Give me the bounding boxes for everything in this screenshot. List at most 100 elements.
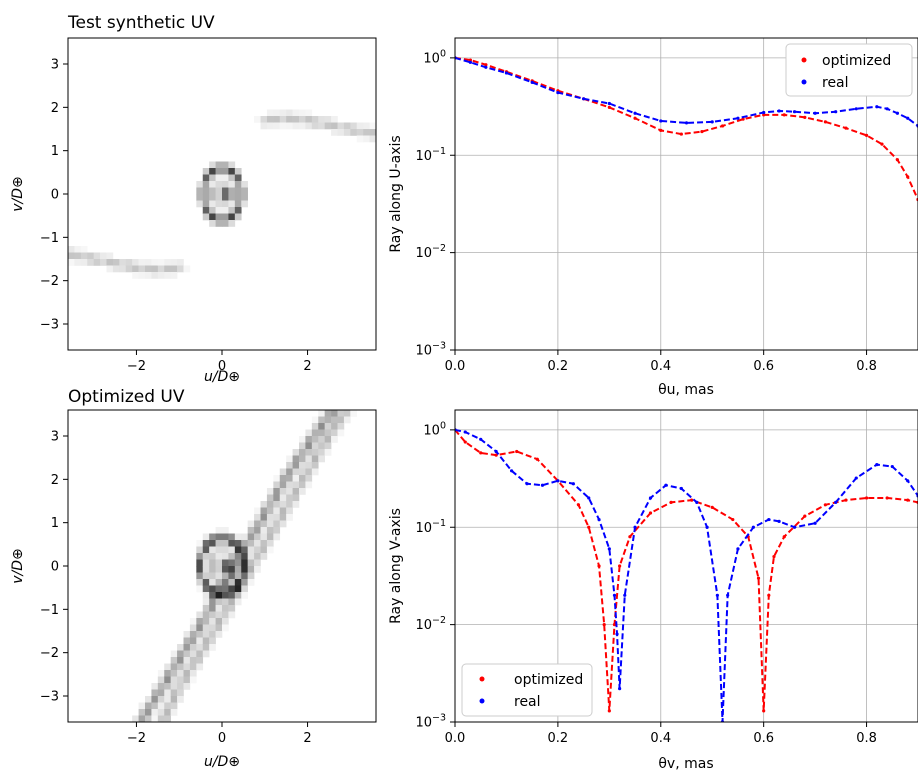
data-point-real xyxy=(890,464,894,469)
heatmap-cell xyxy=(222,174,229,182)
heatmap-cell xyxy=(74,259,82,266)
heatmap-cell xyxy=(138,715,146,722)
heatmap-cell xyxy=(202,631,210,638)
heatmap-panel-optimized: Optimized UV −2 0 2 −3 −2 −1 0 1 2 3 u/D⊕ v/D⊕ xyxy=(10,387,377,770)
heatmap-cell xyxy=(145,702,152,710)
heatmap-cell xyxy=(279,520,287,528)
heatmap-cell xyxy=(196,585,204,593)
x-tick-label: 0.2 xyxy=(548,359,569,374)
heatmap-cell xyxy=(299,481,306,489)
heatmap-cell xyxy=(170,663,178,671)
data-point-real xyxy=(615,632,619,636)
heatmap-cell xyxy=(324,122,332,130)
heatmap-cell xyxy=(234,546,242,554)
heatmap-cell xyxy=(209,174,216,182)
heatmap-cell xyxy=(363,135,370,143)
heatmap-cell xyxy=(196,553,204,560)
heatmap-cell xyxy=(234,585,242,593)
data-point-real xyxy=(607,101,611,106)
heatmap-cell xyxy=(324,449,332,456)
heatmap-cell xyxy=(215,540,223,547)
y-tick-label: 2 xyxy=(51,101,59,116)
heatmap-cell xyxy=(318,436,325,443)
heatmap-cell xyxy=(196,200,204,208)
heatmap-cell xyxy=(234,168,242,175)
data-point-optimized xyxy=(597,564,601,568)
heatmap-cell xyxy=(299,462,306,469)
data-point-optimized xyxy=(484,63,488,67)
heatmap-cell xyxy=(202,187,210,195)
x-tick-label: 0.4 xyxy=(650,731,671,746)
heatmap-cell xyxy=(209,533,216,541)
heatmap-cell xyxy=(170,676,178,684)
heatmap-cell xyxy=(196,637,204,645)
heatmap-cell xyxy=(151,259,159,266)
heatmap-cell xyxy=(196,546,204,554)
data-point-real xyxy=(695,500,699,504)
heatmap-cell xyxy=(241,194,248,201)
heatmap-cell xyxy=(183,676,191,684)
line-panel-u: 0.0 0.2 0.4 0.6 0.8 10−3 10−2 10−1 100 θu, mas R… xyxy=(388,37,918,398)
heatmap-cell xyxy=(170,265,178,273)
heatmap-cell xyxy=(363,122,370,130)
data-point-optimized xyxy=(880,142,884,146)
heatmap-cell xyxy=(183,663,191,671)
heatmap-cell xyxy=(215,631,223,638)
data-point-real xyxy=(834,110,838,114)
data-point-optimized xyxy=(659,128,663,132)
heatmap-cell xyxy=(266,494,274,502)
heatmap-cell xyxy=(305,109,313,117)
heatmap-cell xyxy=(337,129,345,136)
heatmap-cell xyxy=(215,181,223,188)
data-point-real xyxy=(664,483,668,487)
heatmap-cell xyxy=(286,507,293,515)
heatmap-cell xyxy=(138,702,146,710)
heatmap-cell xyxy=(228,611,236,619)
heatmap-cell xyxy=(177,676,184,684)
y-tick-label: 100 xyxy=(423,48,446,66)
heatmap-cell xyxy=(266,520,274,528)
heatmap-cell xyxy=(241,533,248,541)
heatmap-cell xyxy=(311,429,319,437)
heatmap-cell xyxy=(215,579,223,586)
heatmap-cell xyxy=(222,572,229,580)
heatmap-cell xyxy=(350,129,358,136)
heatmap-ticks-optimized: −2 0 2 −3 −2 −1 0 1 2 3 xyxy=(40,430,312,747)
heatmap-cell xyxy=(119,265,127,273)
heatmap-cell xyxy=(228,585,236,593)
heatmap-cell xyxy=(286,488,293,495)
heatmap-cell xyxy=(202,174,210,182)
heatmap-cell xyxy=(241,585,248,593)
data-point-real xyxy=(582,97,586,101)
data-point-optimized xyxy=(679,132,683,136)
heatmap-cell xyxy=(164,272,171,279)
heatmap-cell xyxy=(254,566,261,573)
line-ylabel-v: Ray along V-axis xyxy=(388,508,404,624)
heatmap-cell xyxy=(151,265,159,273)
line-frame-u xyxy=(454,37,918,351)
heatmap-cell xyxy=(337,429,345,437)
legend-label-u-1: real xyxy=(822,75,849,91)
heatmap-cell xyxy=(202,213,210,221)
heatmap-cell xyxy=(222,540,229,547)
heatmap-cell xyxy=(177,663,184,671)
data-point-real xyxy=(623,593,627,597)
heatmap-cell xyxy=(157,689,165,697)
heatmap-cell xyxy=(125,265,133,273)
y-tick-label: 0 xyxy=(51,188,59,203)
heatmap-cell xyxy=(215,207,223,214)
heatmap-cell xyxy=(87,252,94,260)
heatmap-cell xyxy=(80,246,88,253)
heatmap-cell xyxy=(311,442,319,450)
heatmap-cell xyxy=(112,265,120,273)
x-tick-label: 0.4 xyxy=(650,359,671,374)
data-point-real xyxy=(813,521,817,525)
heatmap-cell xyxy=(260,507,268,515)
data-point-optimized xyxy=(720,124,725,128)
heatmap-cell xyxy=(305,468,313,476)
heatmap-cell xyxy=(292,462,300,469)
heatmap-cell xyxy=(132,265,139,273)
y-tick-label: −1 xyxy=(40,231,59,246)
data-point-optimized xyxy=(576,503,581,507)
heatmap-cell xyxy=(222,605,229,612)
